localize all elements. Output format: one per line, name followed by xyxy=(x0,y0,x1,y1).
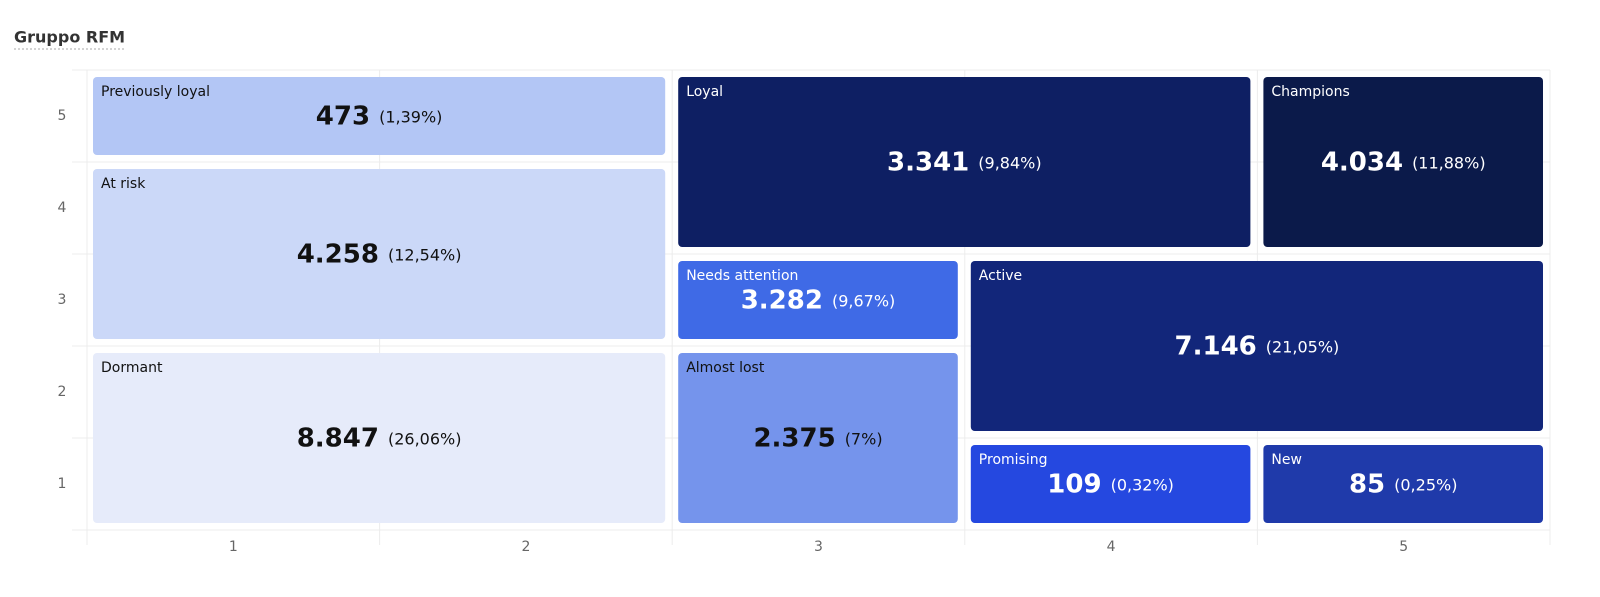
segment-name: Almost lost xyxy=(686,360,765,376)
chart-title: Gruppo RFM xyxy=(14,28,125,47)
y-tick-label: 3 xyxy=(58,292,67,308)
segment-name: Dormant xyxy=(101,360,163,376)
segment-name: Loyal xyxy=(686,84,723,100)
segment-share: (12,54%) xyxy=(388,246,462,265)
segment-name: Active xyxy=(979,268,1022,284)
x-tick-label: 3 xyxy=(814,539,823,555)
segment-share: (9,84%) xyxy=(978,154,1041,173)
segment-value: 4.258 xyxy=(297,240,379,270)
segment-value: 473 xyxy=(316,102,370,132)
segment-name: Previously loyal xyxy=(101,84,210,100)
y-tick-label: 1 xyxy=(58,476,67,492)
x-tick-label: 1 xyxy=(229,539,238,555)
segment-cell xyxy=(1263,77,1543,247)
y-tick-label: 5 xyxy=(58,108,67,124)
segment-share: (26,06%) xyxy=(388,430,462,449)
segment-cell xyxy=(678,261,958,339)
segment-share: (0,32%) xyxy=(1111,476,1174,495)
segment-cell xyxy=(970,261,1543,431)
segment-share: (21,05%) xyxy=(1266,338,1340,357)
segment-value: 109 xyxy=(1047,470,1101,500)
segment-cell xyxy=(93,353,666,523)
segment-name: Needs attention xyxy=(686,268,798,284)
y-tick-label: 2 xyxy=(58,384,67,400)
segment-value: 4.034 xyxy=(1321,148,1403,178)
segment-cell xyxy=(678,353,958,523)
segment-value: 8.847 xyxy=(297,424,379,454)
segment-share: (7%) xyxy=(845,430,883,449)
segment-cell xyxy=(970,445,1251,523)
x-tick-label: 5 xyxy=(1399,539,1408,555)
x-tick-label: 4 xyxy=(1107,539,1116,555)
segment-value: 7.146 xyxy=(1175,332,1257,362)
x-tick-label: 2 xyxy=(521,539,530,555)
segment-share: (1,39%) xyxy=(379,108,442,127)
y-tick-label: 4 xyxy=(58,200,67,216)
segment-share: (0,25%) xyxy=(1394,476,1457,495)
segment-name: At risk xyxy=(101,176,146,192)
segment-cell xyxy=(1263,445,1543,523)
segment-cell xyxy=(678,77,1251,247)
segment-value: 2.375 xyxy=(753,424,835,454)
segment-name: New xyxy=(1271,452,1302,468)
segment-value: 3.341 xyxy=(887,148,969,178)
segment-share: (9,67%) xyxy=(832,292,895,311)
segment-cell xyxy=(93,77,666,155)
segment-value: 85 xyxy=(1349,470,1385,500)
segment-share: (11,88%) xyxy=(1412,154,1486,173)
segment-name: Promising xyxy=(979,452,1048,468)
segment-name: Champions xyxy=(1271,84,1349,100)
segment-cell xyxy=(93,169,666,339)
segment-value: 3.282 xyxy=(741,286,823,316)
